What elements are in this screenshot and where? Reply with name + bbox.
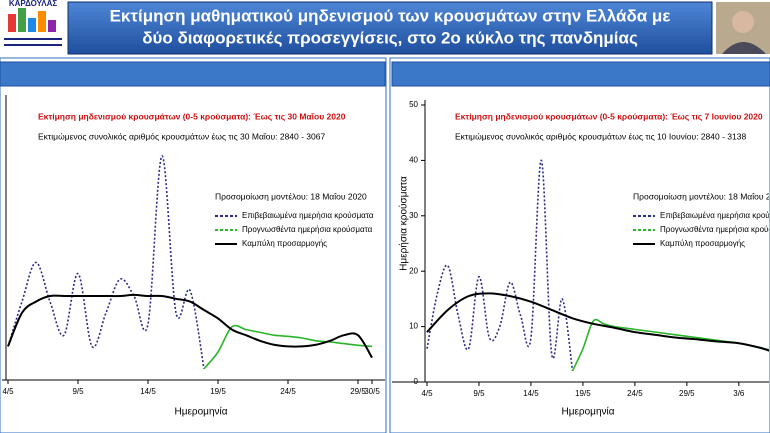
legend-label: Επιβεβαιωμένα ημερήσια κρούσματα [242,211,374,220]
y-axis-label: Ημερήσια κρούσματα [398,176,410,271]
x-tick-label: 24/5 [627,389,643,398]
y-tick-label: 40 [409,156,418,165]
series-line [426,292,769,352]
x-axis-label: Ημερομηνία [174,406,227,418]
y-tick-label: 50 [409,100,418,109]
legend-label: Προγνωσθέντα ημερήσια κρούσματα [660,225,770,234]
title-line: Εκτίμηση μαθηματικού μηδενισμού των κρου… [110,6,671,25]
x-tick-label: 14/5 [140,387,156,396]
x-tick-label: 29/5 [350,387,366,396]
series-line [7,155,205,369]
photo [716,2,770,54]
annotation: Εκτίμηση μηδενισμού κρουσμάτων (0-5 κρού… [455,111,763,121]
x-tick-label: 4/5 [421,389,433,398]
x-tick-label: 9/5 [72,387,84,396]
legend-label: Προγνωσθέντα ημερήσια κρούσματα [242,225,373,234]
x-tick-label: 9/5 [473,389,485,398]
x-tick-label: 29/5 [679,389,695,398]
x-tick-label: 3/6 [733,389,745,398]
panel [389,57,770,433]
annotation: Εκτίμηση μηδενισμού κρουσμάτων (0-5 κρού… [38,111,346,121]
annotation: Εκτιμώμενος συνολικός αριθμός κρουσμάτων… [38,131,325,141]
y-tick-label: 20 [409,266,418,275]
logo-text: ΚΑΡΔΟΥΛΑΣ [9,0,58,8]
series-line [426,159,574,372]
series-line [203,324,373,370]
y-tick-label: 10 [409,322,418,331]
legend-label: Καμπύλη προσαρμογής [660,239,745,248]
x-tick-label: 19/5 [210,387,226,396]
title-line: δύο διαφορετικές προσεγγίσεις, στο 2ο κύ… [142,28,638,47]
panel [0,57,387,433]
plot: ώτη μαθηματική προσέγγιση εκτίμησης μηδε… [2,95,385,418]
annotation: Εκτιμώμενος συνολικός αριθμός κρουσμάτων… [455,131,746,141]
annotation: Προσομοίωση μοντέλου: 18 Μαΐου 2020 [633,191,770,201]
section-header [0,61,386,87]
x-tick-label: 4/5 [2,387,14,396]
x-tick-label: 30/5 [364,387,380,396]
title-box [67,1,713,55]
x-tick-label: 19/5 [575,389,591,398]
x-tick-label: 24/5 [280,387,296,396]
logo: ΚΑΡΔΟΥΛΑΣ [4,0,62,46]
plot: Δεύτερη μαθηματική προσέγγιση εκτίμησης … [392,100,770,418]
legend-label: Καμπύλη προσαρμογής [242,239,327,248]
y-tick-label: 30 [409,211,418,220]
legend-label: Επιβεβαιωμένα ημερήσια κρούσματα [660,211,770,220]
annotation: Προσομοίωση μοντέλου: 18 Μαΐου 2020 [215,191,367,201]
y-tick-label: 0 [414,377,419,386]
x-tick-label: 14/5 [523,389,539,398]
x-axis-label: Ημερομηνία [561,406,614,418]
series-line [7,293,373,359]
section-header [391,61,770,87]
